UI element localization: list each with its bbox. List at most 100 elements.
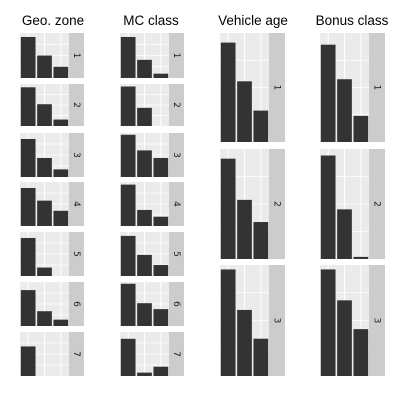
- bar-a: [120, 36, 136, 78]
- bar-b: [137, 107, 152, 126]
- bar-a: [20, 187, 36, 226]
- bar-c: [153, 73, 169, 78]
- bar-a: [120, 134, 136, 177]
- panel-geo-zone-3: 3: [20, 133, 84, 177]
- panel-geo-zone-1: 1: [20, 33, 84, 78]
- facet-strip: [69, 133, 84, 177]
- column-title-vehicle-age: Vehicle age: [218, 13, 288, 28]
- bar-b: [37, 267, 52, 276]
- facet-strip: [69, 282, 84, 326]
- facet-strip-label: 7: [71, 351, 81, 357]
- bar-b: [337, 209, 352, 259]
- facet-strip-label: 1: [171, 53, 181, 59]
- bar-a: [20, 87, 36, 126]
- facet-strip: [169, 232, 184, 276]
- facet-strip-label: 2: [372, 201, 382, 207]
- bar-b: [237, 309, 252, 376]
- facet-strip-label: 5: [71, 251, 81, 257]
- facet-strip-label: 6: [71, 301, 81, 307]
- facet-strip: [69, 332, 84, 376]
- bar-a: [120, 235, 136, 276]
- facet-strip: [269, 265, 285, 376]
- bar-a: [220, 269, 236, 376]
- bar-a: [20, 346, 36, 376]
- bar-c: [353, 256, 369, 259]
- facet-strip: [69, 232, 84, 276]
- bar-a: [220, 42, 236, 143]
- bar-a: [320, 269, 336, 376]
- facet-strip: [69, 182, 84, 226]
- facet-strip: [169, 282, 184, 326]
- facet-strip-label: 2: [272, 201, 282, 207]
- bar-c: [353, 115, 369, 142]
- facet-strip: [169, 182, 184, 226]
- panel-vehicle-age-3: 3: [220, 265, 285, 376]
- bar-a: [20, 138, 36, 177]
- facet-strip-label: 1: [372, 85, 382, 91]
- panel-bonus-class-1: 1: [320, 33, 385, 142]
- bar-c: [53, 319, 69, 326]
- facet-strip: [169, 332, 184, 376]
- facet-strip-label: 3: [372, 318, 382, 324]
- panel-vehicle-age-2: 2: [220, 149, 285, 259]
- facet-strip-label: 7: [171, 351, 181, 357]
- panel-bonus-class-2: 2: [320, 149, 385, 259]
- facet-strip: [269, 149, 285, 259]
- panel-geo-zone-6: 6: [20, 282, 84, 326]
- bar-c: [153, 157, 169, 177]
- facet-strip-label: 5: [171, 251, 181, 257]
- facet-strip: [69, 33, 84, 78]
- bar-b: [37, 55, 52, 78]
- bar-a: [20, 237, 36, 276]
- bar-a: [20, 290, 36, 326]
- panel-bonus-class-3: 3: [320, 265, 385, 376]
- facet-strip-label: 4: [71, 201, 81, 207]
- bar-b: [237, 199, 252, 259]
- facet-strip: [69, 84, 84, 126]
- bar-a: [220, 158, 236, 259]
- bar-c: [153, 309, 169, 326]
- facet-strip-label: 4: [171, 201, 181, 207]
- bar-c: [253, 222, 269, 259]
- bar-c: [153, 265, 169, 276]
- bar-a: [20, 36, 36, 78]
- facet-strip: [269, 33, 285, 142]
- panel-mc-class-6: 6: [120, 282, 184, 326]
- panel-geo-zone-5: 5: [20, 232, 84, 276]
- bar-c: [253, 338, 269, 376]
- facet-strip-label: 1: [71, 53, 81, 59]
- bar-b: [137, 209, 152, 226]
- bar-c: [53, 169, 69, 177]
- bar-b: [37, 200, 52, 226]
- column-title-mc-class: MC class: [123, 13, 179, 28]
- panel-mc-class-3: 3: [120, 133, 184, 177]
- facet-strip-label: 6: [171, 301, 181, 307]
- bar-c: [353, 329, 369, 376]
- bar-b: [37, 311, 52, 326]
- bar-b: [137, 303, 152, 326]
- column-title-geo-zone: Geo. zone: [21, 13, 85, 28]
- bar-a: [120, 86, 136, 126]
- bar-a: [320, 44, 336, 142]
- column-title-bonus-class: Bonus class: [315, 13, 389, 28]
- facet-strip-label: 3: [71, 152, 81, 158]
- panel-geo-zone-7: 7: [20, 332, 84, 376]
- bar-b: [237, 81, 252, 142]
- bar-b: [137, 59, 152, 78]
- bar-a: [120, 338, 136, 376]
- facet-strip-label: 3: [171, 152, 181, 158]
- bar-c: [53, 119, 69, 126]
- panel-mc-class-4: 4: [120, 182, 184, 226]
- panel-vehicle-age-1: 1: [220, 33, 285, 143]
- facet-strip: [369, 33, 385, 142]
- bar-b: [137, 372, 152, 376]
- panel-geo-zone-4: 4: [20, 182, 84, 226]
- facet-strip: [369, 265, 385, 376]
- bar-a: [320, 155, 336, 259]
- bar-c: [53, 66, 69, 78]
- panel-mc-class-2: 2: [120, 84, 184, 126]
- facet-strip-label: 3: [272, 318, 282, 324]
- facet-strip: [169, 33, 184, 78]
